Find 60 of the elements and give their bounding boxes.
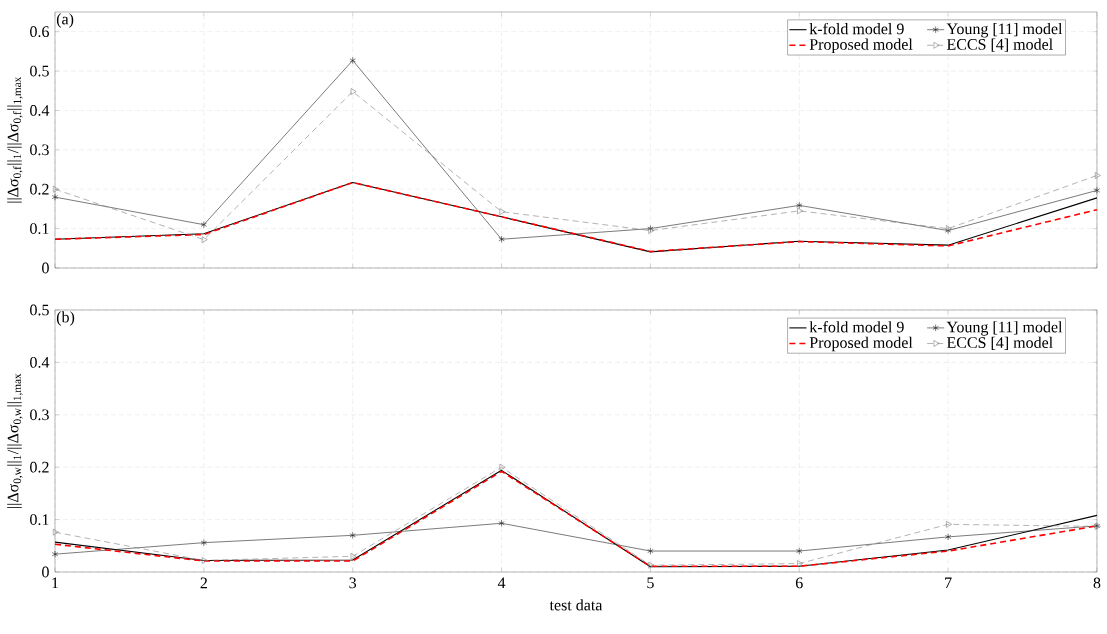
point — [52, 528, 59, 536]
x-tick-label: 5 — [647, 577, 654, 589]
y-tick-label: 0.1 — [30, 223, 49, 235]
y-axis-title: ||Δσ$_{0,f}$||$_{1}$/||Δσ$_{0,f}$||$_{1,max}$ — [7, 76, 23, 203]
point — [1093, 186, 1101, 194]
point — [945, 533, 952, 541]
legend-label: Proposed model — [809, 38, 913, 54]
point — [200, 539, 207, 547]
point — [201, 236, 208, 243]
x-tick-label: 6 — [795, 577, 803, 589]
point — [349, 531, 356, 539]
point — [946, 520, 952, 528]
y-tick-label: 0.2 — [30, 461, 49, 473]
point — [52, 185, 59, 193]
y-tick-label: 0.5 — [30, 304, 49, 316]
point — [201, 557, 208, 564]
x-tick-label: 8 — [1093, 577, 1101, 589]
point — [498, 519, 505, 527]
y-tick-label: 0.3 — [30, 409, 49, 421]
point — [1094, 172, 1101, 179]
x-axis-title: test data — [549, 599, 603, 611]
point — [200, 221, 207, 229]
x-tick-label: 2 — [200, 577, 207, 589]
x-tick-label: 7 — [945, 577, 952, 589]
y-tick-label: 0.1 — [30, 514, 49, 526]
y-tick-label: 0.5 — [30, 65, 49, 77]
point — [350, 552, 357, 560]
point — [648, 561, 655, 569]
x-tick-label: 3 — [349, 577, 357, 589]
y-tick-label: 0.4 — [30, 356, 50, 368]
point — [499, 463, 506, 471]
legend-label: ECCS [4] model — [946, 38, 1053, 52]
x-tick-label: 4 — [497, 577, 506, 589]
legend-label: Young [11] model — [946, 321, 1063, 336]
x-tick-label: 1 — [52, 577, 59, 589]
y-tick-label: 0.4 — [30, 105, 50, 116]
y-tick-label: 0.3 — [30, 144, 49, 156]
point — [498, 235, 505, 243]
point — [796, 201, 803, 209]
point — [51, 550, 59, 558]
point — [647, 547, 654, 555]
point — [499, 208, 506, 215]
y-tick-label: 0.2 — [30, 183, 49, 195]
legend-label: ECCS [4] model — [946, 336, 1053, 350]
legend-label: Young [11] model — [946, 22, 1063, 38]
annotation: (a) — [56, 13, 74, 28]
point — [350, 88, 357, 95]
y-tick-label: 0.6 — [30, 26, 49, 38]
y-axis-title: ||Δσ$_{0,w}$||$_{1}$/||Δσ$_{0,w}$||$_{1,max}$ — [7, 373, 23, 508]
point — [797, 207, 804, 215]
point — [796, 547, 803, 555]
y-tick-label: 0 — [42, 566, 49, 578]
point — [797, 560, 804, 567]
point — [51, 193, 59, 201]
legend-label: Proposed model — [809, 336, 913, 352]
legend-label: k-fold model 9 — [809, 321, 904, 333]
annotation: (b) — [56, 311, 75, 326]
y-tick-label: 0 — [42, 262, 49, 274]
legend-label: k-fold model 9 — [809, 22, 904, 35]
point — [349, 56, 356, 64]
